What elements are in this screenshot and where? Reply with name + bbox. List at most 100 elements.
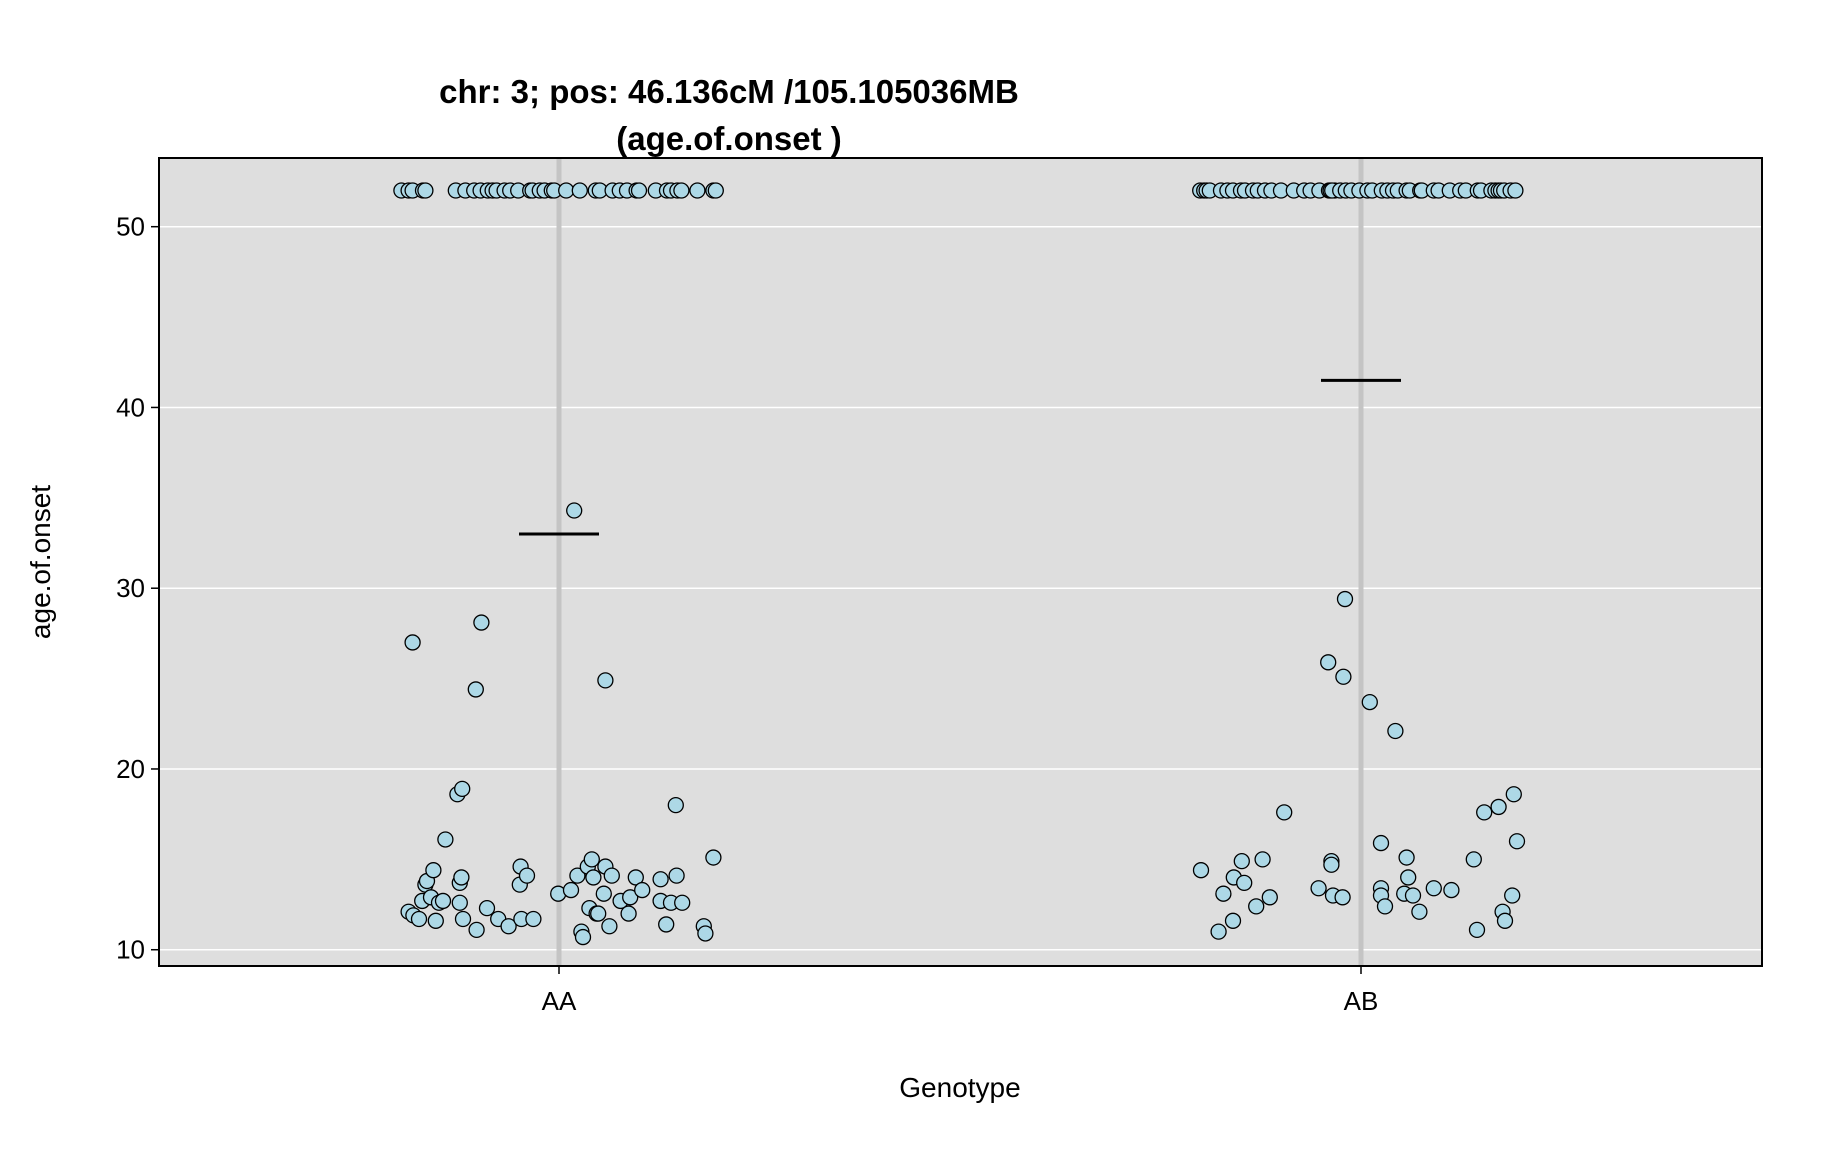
data-point (473, 614, 490, 631)
data-point (1335, 668, 1352, 685)
data-point (571, 182, 588, 199)
category-lines (556, 158, 1364, 966)
y-tick-label: 40 (116, 392, 145, 422)
data-point (451, 894, 468, 911)
x-tick-label: AA (542, 986, 577, 1016)
data-points (393, 182, 1526, 946)
data-point (668, 867, 685, 884)
data-point (705, 849, 722, 866)
data-point (1276, 804, 1293, 821)
data-point (1465, 851, 1482, 868)
data-point (1233, 853, 1250, 870)
data-point (404, 634, 421, 651)
data-point (1224, 912, 1242, 929)
y-axis: 10 20 30 40 50 (116, 212, 159, 965)
plot-border (158, 157, 1763, 967)
data-point (1254, 851, 1271, 868)
data-point (1490, 798, 1507, 816)
data-point (1215, 885, 1232, 902)
data-point (1468, 921, 1486, 938)
data-point (583, 851, 600, 868)
y-tick-label: 30 (116, 573, 145, 603)
y-tick-label: 20 (116, 754, 145, 784)
data-point (652, 871, 669, 888)
data-point (1310, 880, 1327, 897)
data-point (1411, 903, 1428, 920)
data-point (437, 831, 454, 848)
data-point (1261, 889, 1278, 906)
data-point (1248, 898, 1265, 915)
data-point (454, 780, 471, 798)
y-tick-label: 10 (116, 935, 145, 965)
y-tick-label: 50 (116, 212, 145, 242)
x-axis-label: Genotype (899, 1072, 1020, 1103)
data-point (627, 869, 644, 886)
data-point (1334, 889, 1351, 906)
data-point (597, 672, 614, 689)
data-point (453, 869, 470, 886)
data-point (1507, 182, 1524, 199)
data-point (707, 182, 724, 199)
data-point (697, 925, 714, 942)
data-point (1320, 654, 1337, 671)
data-point (634, 881, 651, 899)
data-point (673, 182, 690, 199)
data-point (595, 885, 612, 902)
data-point (569, 867, 586, 884)
data-point (689, 182, 706, 199)
data-point (478, 900, 496, 917)
data-point (1398, 849, 1415, 866)
data-point (434, 892, 452, 910)
plot-panel (159, 158, 1762, 966)
data-point (658, 916, 675, 933)
data-point (1505, 786, 1522, 803)
data-point (574, 928, 592, 946)
data-point (562, 881, 580, 899)
data-point (425, 862, 442, 879)
data-point (1400, 869, 1417, 886)
data-point (417, 182, 434, 199)
data-point (1361, 693, 1378, 711)
data-point (603, 867, 620, 884)
data-point (1376, 898, 1394, 915)
data-point (1443, 881, 1460, 899)
data-point (1425, 880, 1442, 897)
y-axis-label: age.of.onset (25, 485, 56, 639)
data-point (1496, 912, 1514, 929)
data-point (667, 796, 684, 814)
chart-title: chr: 3; pos: 46.136cM /105.105036MB (439, 73, 1019, 110)
data-point (468, 921, 485, 938)
data-point (410, 910, 428, 928)
data-point (1404, 887, 1422, 904)
data-point (1192, 862, 1210, 879)
data-point (454, 910, 472, 928)
data-point (1336, 590, 1354, 608)
data-point (622, 889, 639, 906)
data-point (518, 867, 536, 884)
data-point (566, 502, 583, 519)
data-point (1476, 804, 1493, 821)
data-point (558, 182, 575, 199)
data-point (1387, 722, 1404, 740)
x-tick-label: AB (1344, 986, 1379, 1016)
data-point (1210, 923, 1227, 940)
data-point (1236, 874, 1253, 892)
data-point (590, 905, 607, 922)
mean-lines (519, 378, 1401, 536)
data-point (427, 912, 444, 929)
data-point (1508, 833, 1526, 850)
data-point (620, 905, 637, 922)
grid (159, 225, 1762, 951)
data-point (467, 681, 484, 698)
data-point (525, 910, 542, 928)
data-point (500, 918, 517, 935)
chart-subtitle: (age.of.onset ) (616, 120, 842, 157)
data-point (1504, 887, 1521, 904)
data-point (630, 182, 648, 199)
data-point (601, 918, 618, 935)
data-point (1323, 856, 1340, 873)
data-point (585, 869, 602, 886)
x-axis: AA AB (542, 966, 1379, 1016)
data-point (1372, 834, 1390, 852)
